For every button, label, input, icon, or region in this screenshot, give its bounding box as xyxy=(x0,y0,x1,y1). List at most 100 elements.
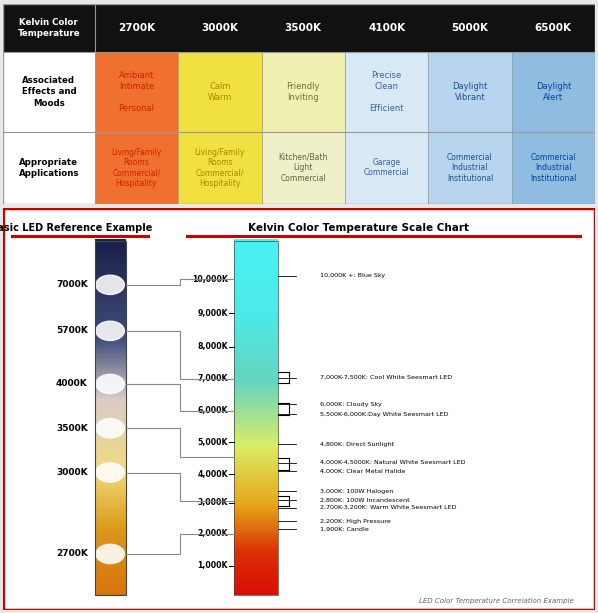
Bar xyxy=(94,394,126,396)
Bar xyxy=(234,572,278,573)
Bar xyxy=(234,239,278,240)
Bar xyxy=(94,462,126,463)
Bar xyxy=(94,277,126,278)
Bar xyxy=(94,330,126,332)
Bar xyxy=(234,408,278,410)
Text: 3,000K: 3,000K xyxy=(197,498,228,507)
Bar xyxy=(234,582,278,584)
Bar xyxy=(234,314,278,315)
Bar xyxy=(94,347,126,348)
Bar xyxy=(94,405,126,406)
Bar xyxy=(94,249,126,251)
Bar xyxy=(94,469,126,470)
Bar xyxy=(94,519,126,520)
Circle shape xyxy=(96,463,124,482)
Bar xyxy=(94,362,126,364)
Bar xyxy=(94,558,126,560)
Bar xyxy=(94,132,178,204)
Text: 2700K: 2700K xyxy=(56,549,88,558)
Bar xyxy=(94,455,126,457)
Bar xyxy=(234,259,278,261)
Bar xyxy=(94,384,126,385)
Bar xyxy=(234,520,278,521)
Bar xyxy=(234,378,278,379)
Bar xyxy=(94,406,126,408)
Bar xyxy=(234,457,278,459)
Bar xyxy=(234,419,278,421)
Bar xyxy=(234,454,278,456)
Bar xyxy=(178,132,261,204)
Bar xyxy=(94,427,126,429)
Bar xyxy=(234,275,278,276)
Bar xyxy=(94,465,126,466)
Bar xyxy=(234,245,278,246)
Bar xyxy=(94,524,126,526)
Bar xyxy=(234,466,278,468)
Bar xyxy=(94,552,126,553)
Bar xyxy=(234,458,278,460)
Bar xyxy=(234,402,278,404)
Bar xyxy=(94,256,126,257)
Bar xyxy=(234,240,278,242)
Bar xyxy=(94,451,126,452)
Bar xyxy=(234,305,278,307)
Bar xyxy=(94,574,126,576)
Bar xyxy=(94,496,126,498)
Bar xyxy=(234,297,278,299)
Bar xyxy=(234,283,278,284)
Bar xyxy=(234,246,278,248)
Bar xyxy=(94,474,126,476)
Bar xyxy=(234,412,278,413)
Bar xyxy=(94,409,126,411)
Bar xyxy=(94,283,126,284)
Bar xyxy=(234,330,278,332)
Bar xyxy=(234,257,278,258)
Bar xyxy=(94,308,126,309)
Bar xyxy=(234,264,278,265)
Bar xyxy=(94,422,126,424)
Bar xyxy=(234,416,278,417)
Bar xyxy=(234,586,278,588)
Bar xyxy=(234,271,278,273)
Bar xyxy=(234,557,278,558)
Bar xyxy=(234,309,278,310)
Bar xyxy=(234,380,278,381)
Bar xyxy=(94,433,126,435)
Bar xyxy=(234,524,278,525)
Bar xyxy=(94,512,126,514)
Bar xyxy=(234,577,278,579)
Bar xyxy=(234,388,278,390)
Text: Ambiant
Intimate

Personal: Ambiant Intimate Personal xyxy=(118,70,154,113)
Bar xyxy=(234,588,278,590)
Bar xyxy=(94,243,126,244)
Bar xyxy=(234,326,278,327)
Bar xyxy=(94,515,126,517)
Bar xyxy=(234,329,278,330)
Text: Living/Family
Rooms
Commercial/
Hospitality: Living/Family Rooms Commercial/ Hospital… xyxy=(111,148,161,188)
Text: 7,000K-7,500K: Cool White Seesmart LED: 7,000K-7,500K: Cool White Seesmart LED xyxy=(320,375,452,380)
Bar xyxy=(94,541,126,543)
Bar xyxy=(94,472,126,474)
Bar xyxy=(234,519,278,520)
Bar xyxy=(234,249,278,251)
Text: Daylight
Alert: Daylight Alert xyxy=(536,82,571,102)
Bar xyxy=(94,484,126,485)
Bar xyxy=(94,592,126,593)
Bar xyxy=(94,286,126,288)
Bar xyxy=(94,501,126,502)
Bar xyxy=(234,254,278,256)
Bar xyxy=(94,318,126,320)
Bar xyxy=(234,463,278,465)
Bar xyxy=(234,280,278,282)
Bar xyxy=(234,497,278,499)
Bar xyxy=(428,132,512,204)
Bar xyxy=(234,503,278,504)
Bar xyxy=(234,400,278,402)
Bar xyxy=(234,262,278,263)
Bar xyxy=(94,520,126,521)
Text: 4,800K: Direct Sunlight: 4,800K: Direct Sunlight xyxy=(320,442,394,447)
Text: 3000K: 3000K xyxy=(56,468,88,477)
Bar xyxy=(94,428,126,430)
Bar xyxy=(234,417,278,418)
Bar xyxy=(234,321,278,322)
